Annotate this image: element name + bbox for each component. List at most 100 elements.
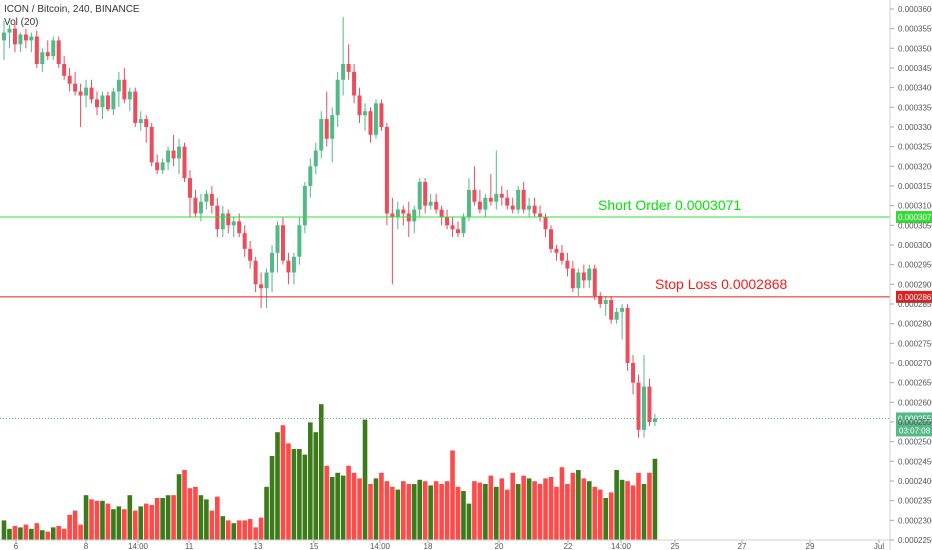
volume-bar [132, 510, 138, 540]
volume-bar [50, 527, 56, 540]
price-tick-label: 0.0002250 [898, 536, 932, 545]
candle-body [56, 40, 61, 65]
volume-bar [313, 432, 319, 540]
candle-body [18, 34, 23, 45]
candle-body [89, 87, 94, 100]
candle-body [155, 162, 160, 171]
candle-body [73, 83, 78, 92]
candle-body [532, 205, 537, 214]
candle-body [138, 119, 143, 124]
volume-bar [428, 485, 433, 540]
candle-body [204, 193, 209, 202]
candle-body [570, 268, 575, 289]
candle-body [368, 111, 373, 135]
volume-bar [149, 505, 154, 540]
volume-bar [570, 472, 576, 540]
candle-body [231, 221, 236, 226]
volume-bar [127, 495, 133, 540]
volume-bar [411, 484, 417, 540]
candle-body [641, 386, 646, 430]
candle-body [445, 217, 450, 226]
volume-bar [417, 479, 423, 540]
candle-body [177, 146, 182, 159]
short-order-annotation: Short Order 0.0003071 [598, 197, 742, 213]
volume-bar [537, 484, 543, 540]
volume-bar [100, 500, 105, 540]
volume-bar [209, 510, 215, 540]
candle-body [187, 178, 192, 198]
time-tick-label: 29 [806, 542, 815, 550]
volume-bar [171, 495, 176, 540]
candle-body [45, 52, 50, 57]
candle-body [538, 213, 543, 218]
short-order-line-price-tag [896, 211, 932, 224]
volume-bar [39, 530, 45, 540]
volume-bar [494, 486, 499, 540]
volume-bar [379, 472, 384, 540]
time-tick-label: 14:00 [611, 542, 632, 550]
volume-bar [455, 486, 461, 540]
volume-bar [461, 491, 466, 540]
volume-bar [12, 526, 18, 540]
volume-bar [335, 472, 340, 540]
volume-bar [373, 478, 379, 540]
volume-bar [521, 475, 526, 540]
candle-body [324, 119, 329, 139]
volume-bar [515, 484, 521, 540]
volume-bar [138, 506, 144, 540]
volume-bar [614, 470, 619, 540]
candle-body [357, 95, 362, 116]
candle-body [625, 307, 630, 363]
candle-body [94, 99, 99, 108]
volume-bar [526, 478, 532, 540]
volume-bar [433, 481, 439, 540]
volume-bar [576, 470, 581, 540]
volume-bar [351, 472, 357, 540]
volume-bar [603, 498, 608, 540]
candle-body [576, 272, 581, 289]
volume-bar [1, 520, 7, 540]
horizontal-lines: 0.0003071 0.0002868 0.0002559 03:07:08 [0, 211, 932, 437]
candle-body [198, 201, 203, 214]
candle-body [456, 229, 461, 234]
candle-body [620, 307, 625, 312]
time-tick-label: 14:00 [370, 542, 391, 550]
volume-bar [450, 450, 455, 540]
volume-bar [23, 524, 29, 540]
candle-body [549, 229, 553, 249]
time-tick-label: 15 [310, 542, 319, 550]
candle-body [51, 40, 56, 57]
candle-body [352, 71, 357, 96]
candle-body [237, 221, 242, 234]
candle-body [220, 213, 225, 230]
time-tick-label: 27 [738, 542, 747, 550]
volume-bar [532, 481, 537, 540]
volume-bar [7, 528, 12, 540]
volume-bar [357, 478, 362, 540]
volume-bar [193, 486, 198, 540]
countdown-label: 03:07:08 [899, 426, 931, 435]
candle-body [253, 260, 258, 285]
candle-body [335, 79, 340, 116]
candle-body [242, 233, 247, 249]
volume-bar [308, 422, 313, 540]
candle-body [565, 260, 570, 269]
countdown-tag [896, 424, 932, 437]
time-axis: 6 8 14:00 11 13 15 14:00 18 20 22 14:00 25 27 29 Jul [0, 539, 890, 550]
volume-bar [641, 484, 647, 540]
volume-bar [608, 492, 614, 540]
time-tick-label: 18 [424, 542, 433, 550]
volume-bar [122, 509, 127, 540]
candle-body [182, 146, 187, 179]
volume-bar [554, 486, 559, 540]
candle-body [384, 126, 389, 214]
